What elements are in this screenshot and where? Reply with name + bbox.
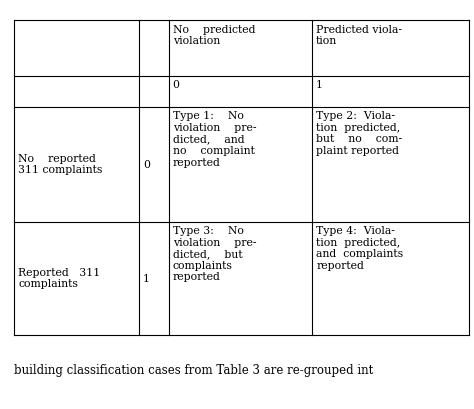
Text: Type 4:  Viola-
tion  predicted,
and  complaints
reported: Type 4: Viola- tion predicted, and compl… xyxy=(316,226,403,271)
Text: Type 3:    No
violation    pre-
dicted,    but
complaints
reported: Type 3: No violation pre- dicted, but co… xyxy=(173,226,256,283)
Text: 0: 0 xyxy=(173,80,180,90)
Text: Reported   311
complaints: Reported 311 complaints xyxy=(18,268,100,290)
Text: 0: 0 xyxy=(143,160,150,169)
Text: Type 1:    No
violation    pre-
dicted,    and
no    complaint
reported: Type 1: No violation pre- dicted, and no… xyxy=(173,111,256,168)
Text: No    reported
311 complaints: No reported 311 complaints xyxy=(18,154,102,175)
Text: Predicted viola-
tion: Predicted viola- tion xyxy=(316,25,402,46)
Text: 1: 1 xyxy=(143,274,150,284)
Text: 1: 1 xyxy=(316,80,323,90)
Text: building classification cases from Table 3 are re-grouped int: building classification cases from Table… xyxy=(14,364,374,377)
Text: Type 2:  Viola-
tion  predicted,
but    no    com-
plaint reported: Type 2: Viola- tion predicted, but no co… xyxy=(316,111,402,156)
Text: No    predicted
violation: No predicted violation xyxy=(173,25,255,46)
